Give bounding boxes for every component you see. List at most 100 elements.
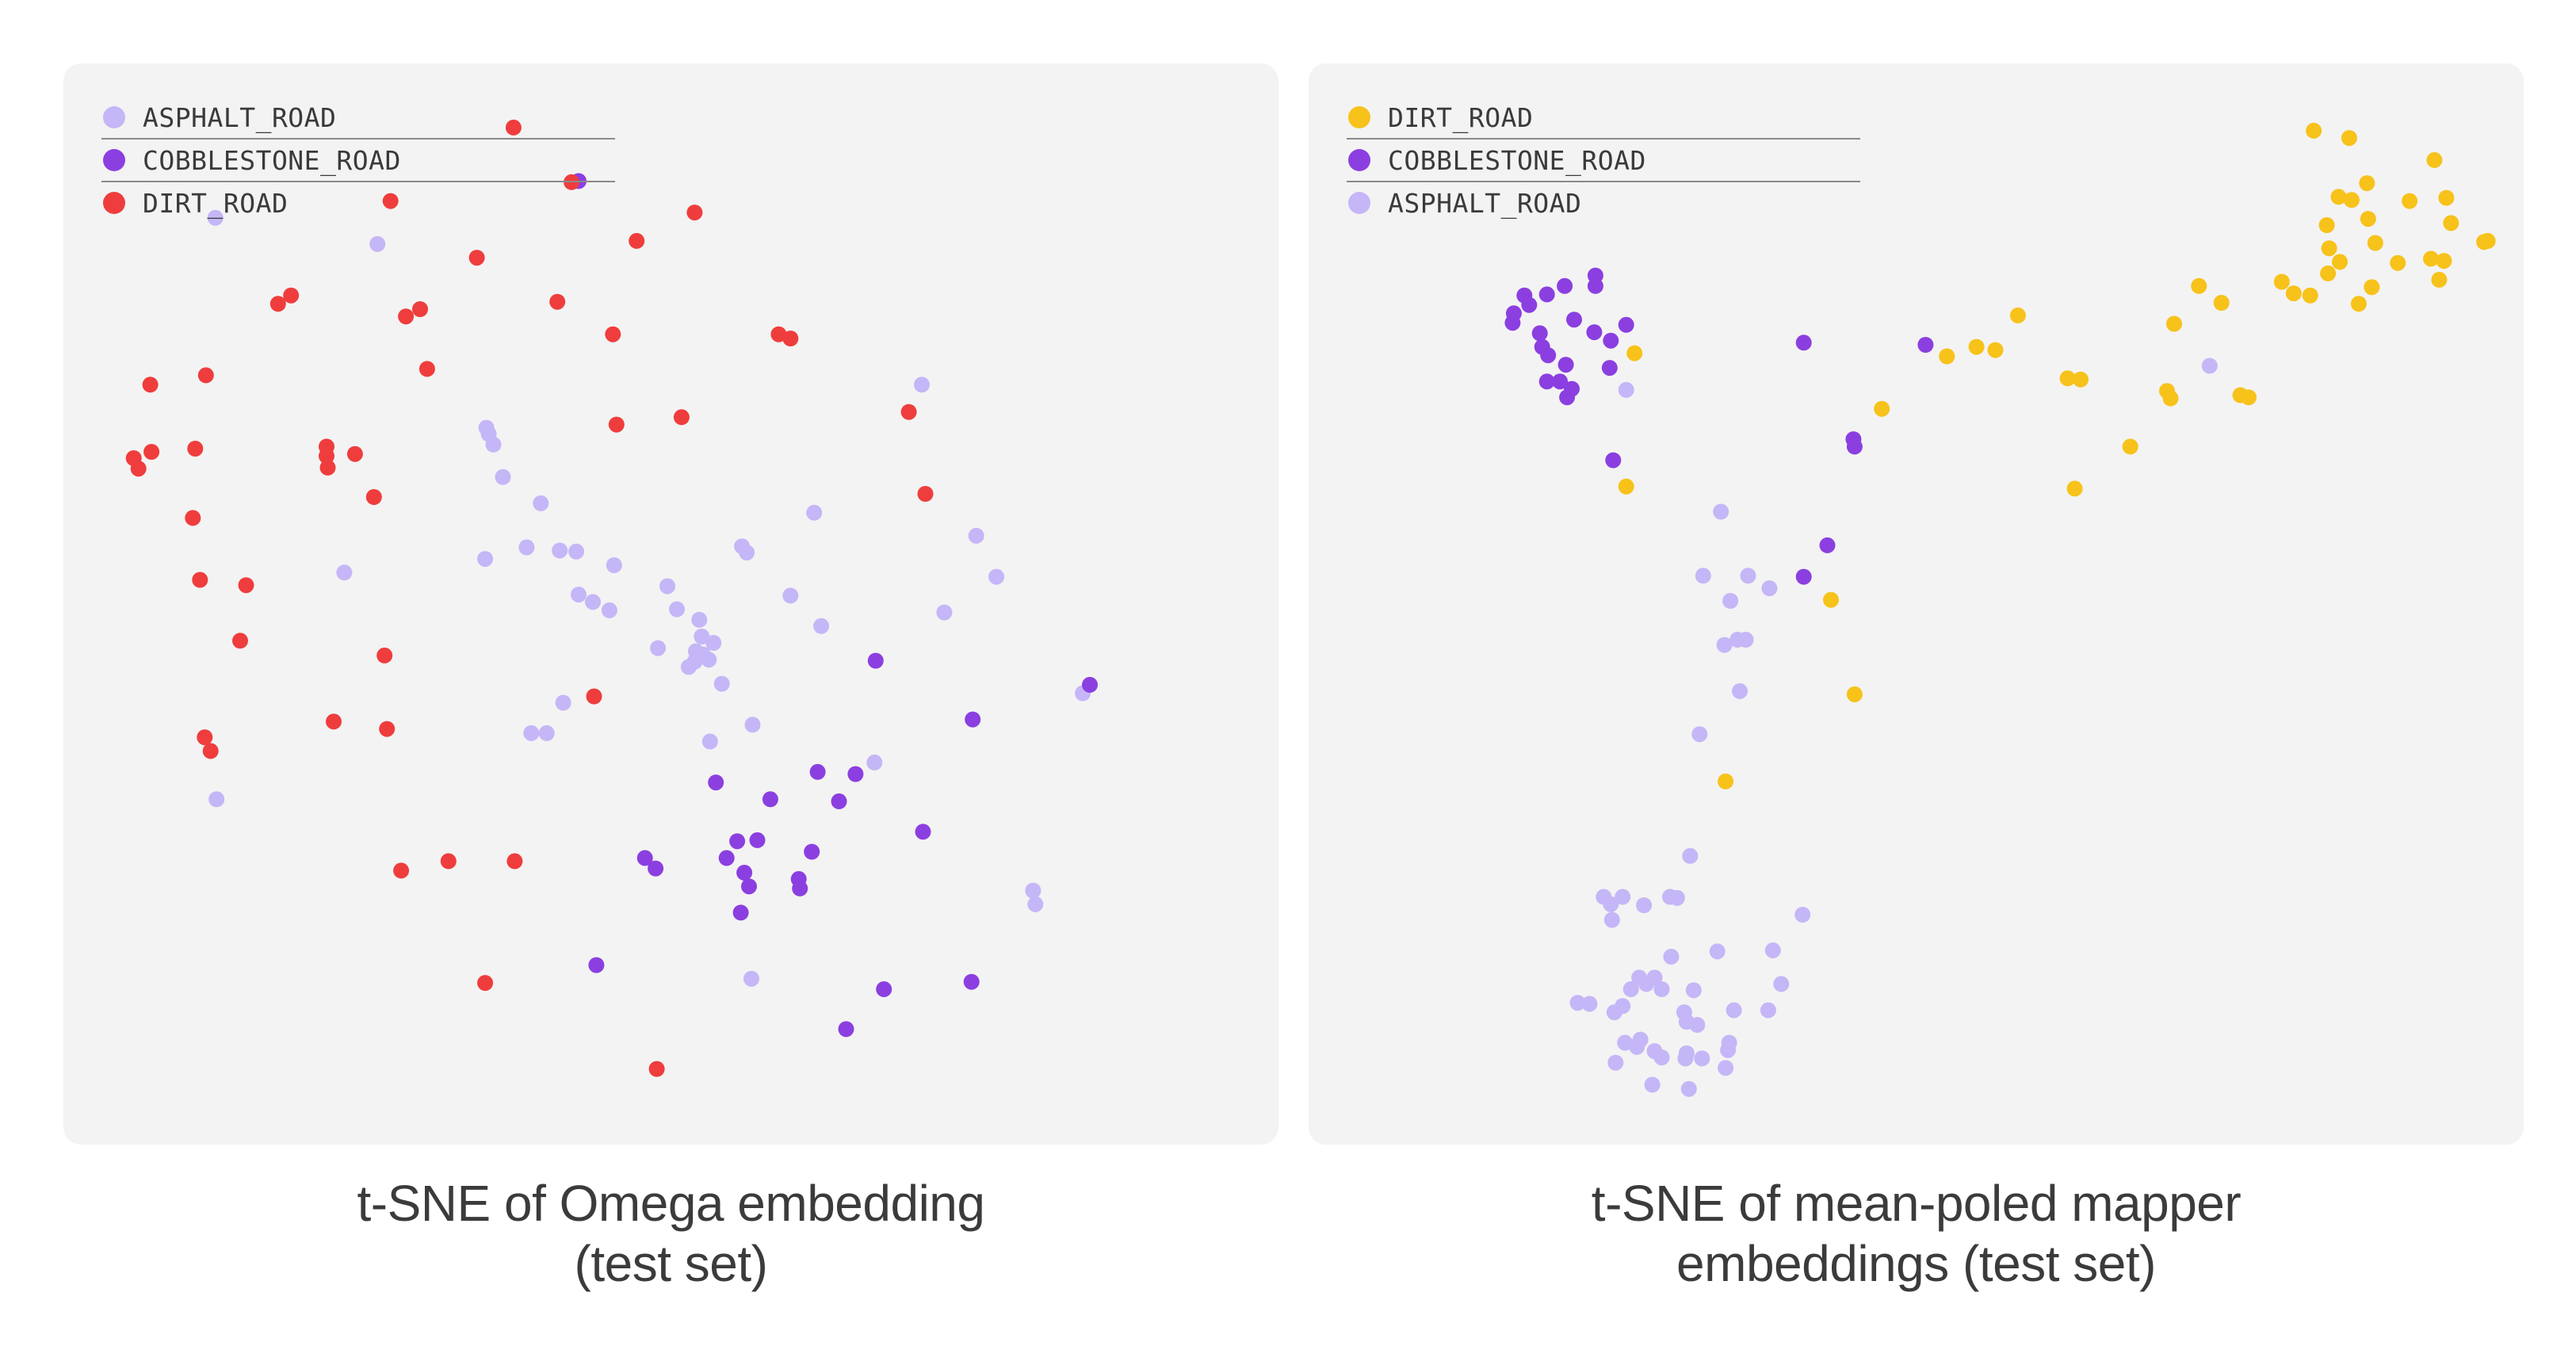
data-point bbox=[736, 864, 753, 881]
data-point bbox=[606, 557, 622, 573]
data-point bbox=[1653, 981, 1670, 997]
data-point bbox=[477, 551, 494, 568]
data-point bbox=[1680, 1080, 1697, 1097]
data-point bbox=[792, 880, 808, 897]
legend-label: COBBLESTONE_ROAD bbox=[1388, 144, 1646, 176]
legend-item: DIRT_ROAD bbox=[1347, 97, 1860, 140]
data-point bbox=[1819, 537, 1836, 553]
data-point bbox=[1626, 345, 1643, 361]
data-point bbox=[1795, 335, 1812, 351]
data-point bbox=[680, 659, 697, 675]
data-point bbox=[605, 326, 621, 342]
data-point bbox=[192, 572, 208, 588]
data-point bbox=[1538, 373, 1555, 390]
series-dirt-road bbox=[125, 119, 934, 1077]
series-dirt-road bbox=[1618, 122, 2496, 790]
data-point bbox=[2201, 358, 2218, 374]
data-point bbox=[782, 331, 799, 346]
right-scatter-plot bbox=[1504, 122, 2496, 1097]
data-point bbox=[2318, 217, 2335, 233]
data-point bbox=[549, 293, 566, 310]
data-point bbox=[1538, 286, 1555, 303]
data-point bbox=[1601, 360, 1618, 377]
data-point bbox=[2059, 370, 2076, 387]
data-point bbox=[412, 301, 428, 317]
right-chart-panel: DIRT_ROAD COBBLESTONE_ROAD ASPHALT_ROAD bbox=[1309, 63, 2524, 1145]
series-cobblestone-road bbox=[1504, 267, 1934, 585]
data-point bbox=[866, 754, 883, 771]
data-point bbox=[1764, 942, 1781, 958]
left-chart-caption: t-SNE of Omega embedding (test set) bbox=[63, 1173, 1278, 1294]
data-point bbox=[1025, 882, 1041, 899]
legend-marker bbox=[1348, 106, 1370, 128]
data-point bbox=[1618, 478, 1634, 495]
data-point bbox=[648, 860, 664, 877]
data-point bbox=[1504, 315, 1521, 331]
data-point bbox=[838, 1021, 854, 1038]
data-point bbox=[379, 721, 396, 737]
data-point bbox=[2479, 232, 2496, 249]
data-point bbox=[2390, 254, 2406, 271]
data-point bbox=[185, 510, 201, 526]
data-point bbox=[1726, 1002, 1742, 1019]
data-point bbox=[762, 791, 778, 808]
data-point bbox=[650, 640, 667, 656]
data-point bbox=[1615, 889, 1631, 905]
data-point bbox=[1695, 568, 1711, 584]
data-point bbox=[988, 568, 1005, 585]
legend-marker bbox=[1348, 149, 1370, 171]
data-point bbox=[648, 1061, 665, 1077]
data-point bbox=[485, 436, 502, 453]
data-point bbox=[1968, 338, 1985, 355]
data-point bbox=[283, 287, 300, 304]
data-point bbox=[1682, 847, 1699, 864]
data-point bbox=[2341, 130, 2357, 147]
data-point bbox=[2166, 315, 2182, 332]
data-point bbox=[1823, 591, 1839, 608]
data-point bbox=[1691, 726, 1708, 743]
data-point bbox=[2191, 277, 2207, 294]
data-point bbox=[2009, 307, 2026, 323]
legend-item: ASPHALT_ROAD bbox=[101, 97, 615, 140]
data-point bbox=[1689, 1016, 1706, 1033]
data-point bbox=[2438, 189, 2455, 206]
data-point bbox=[1027, 896, 1044, 912]
data-point bbox=[1531, 325, 1548, 342]
data-point bbox=[708, 774, 724, 791]
data-point bbox=[2367, 235, 2383, 251]
data-point bbox=[2159, 383, 2175, 400]
data-point bbox=[1795, 568, 1812, 585]
data-point bbox=[1718, 773, 1734, 790]
data-point bbox=[1557, 357, 1574, 373]
data-point bbox=[2066, 480, 2083, 497]
data-point bbox=[1629, 1038, 1645, 1055]
series-asphalt-road bbox=[1569, 358, 2218, 1097]
data-point bbox=[1685, 982, 1702, 999]
data-point bbox=[1082, 676, 1098, 693]
data-point bbox=[398, 308, 415, 325]
data-point bbox=[694, 629, 710, 644]
data-point bbox=[915, 824, 931, 840]
data-point bbox=[1603, 332, 1619, 349]
data-point bbox=[1552, 373, 1569, 390]
data-point bbox=[568, 543, 585, 560]
data-point bbox=[2320, 265, 2337, 281]
data-point bbox=[555, 694, 571, 711]
data-point bbox=[505, 119, 522, 136]
data-point bbox=[965, 711, 981, 728]
data-point bbox=[523, 725, 540, 741]
data-point bbox=[1559, 389, 1576, 406]
data-point bbox=[705, 635, 722, 651]
data-point bbox=[1668, 889, 1685, 906]
data-point bbox=[1846, 438, 1863, 455]
series-asphalt-road bbox=[207, 209, 1091, 987]
data-point bbox=[601, 602, 617, 618]
data-point bbox=[1603, 896, 1619, 912]
data-point bbox=[1605, 452, 1622, 468]
data-point bbox=[232, 633, 248, 649]
data-point bbox=[1587, 277, 1603, 294]
data-point bbox=[963, 973, 980, 990]
data-point bbox=[2359, 175, 2375, 192]
data-point bbox=[1557, 277, 1573, 294]
data-point bbox=[588, 957, 605, 973]
